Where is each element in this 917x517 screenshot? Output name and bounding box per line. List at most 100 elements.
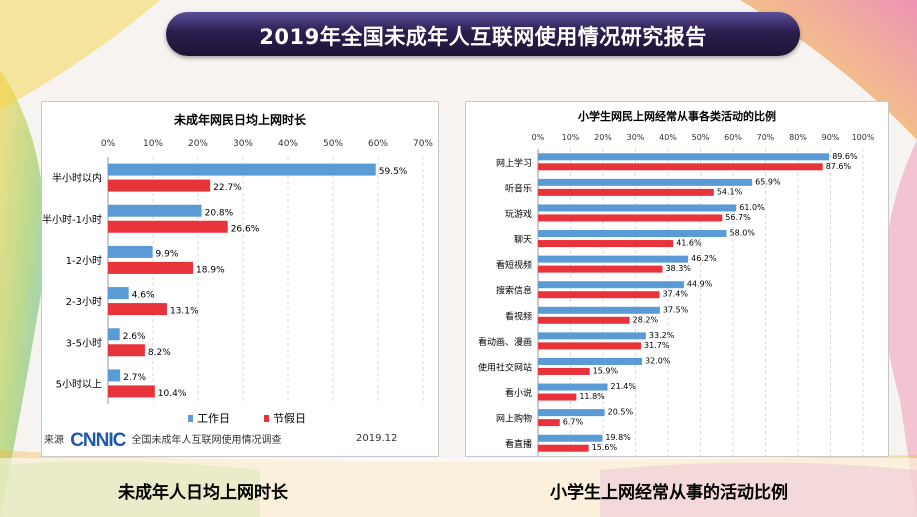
legend-swatch (188, 415, 193, 422)
tick-label: 80% (789, 133, 807, 142)
data-label: 41.6% (676, 239, 702, 248)
chart-pupil-activities: 小学生网民上网经常从事各类活动的比例 0% 10% 20% 30% 40% 50% 60% 70… (478, 109, 875, 456)
bar-series2 (538, 393, 577, 401)
source-date: 2019.12 (356, 433, 398, 444)
data-label: 19.8% (605, 433, 631, 442)
data-label: 31.7% (644, 341, 670, 350)
data-label: 2.7% (123, 373, 146, 383)
source-line: 来源 CNNIC 全国未成年人互联网使用情况调查 2019.12 (44, 430, 397, 452)
tick-label: 60% (368, 139, 388, 149)
cnnic-logo: CNNIC (70, 430, 126, 451)
bar-series1 (108, 328, 120, 341)
category-label: 1-2小时 (66, 255, 102, 267)
bar-series1 (538, 409, 605, 417)
legend-label: 节假日 (273, 411, 306, 425)
bar-series1 (538, 178, 753, 186)
tick-label: 40% (659, 133, 677, 142)
category-label: 看直播 (505, 438, 532, 450)
bar-series2 (538, 419, 560, 427)
category-label: 看视频 (505, 310, 532, 322)
data-label: 8.2% (148, 348, 171, 358)
source-text: 全国未成年人互联网使用情况调查 (131, 435, 282, 446)
category-label: 半小时-1小时 (42, 213, 102, 226)
data-label: 89.6% (832, 152, 858, 161)
data-label: 37.4% (663, 290, 689, 299)
category-label: 3-5小时 (66, 337, 102, 349)
tick-label: 70% (413, 139, 433, 149)
tick-label: 10% (143, 139, 163, 149)
tick-label: 70% (757, 133, 775, 142)
caption-left: 未成年人日均上网时长 (118, 483, 288, 503)
bar-series1 (108, 287, 129, 300)
data-label: 22.7% (213, 183, 242, 193)
bar-series2 (108, 303, 167, 316)
category-label: 半小时以内 (52, 172, 102, 185)
tick-label: 30% (233, 139, 253, 149)
bar-series1 (538, 281, 684, 289)
category-label: 2-3小时 (66, 296, 102, 308)
bar-series2 (538, 291, 660, 299)
bar-series2 (538, 265, 663, 273)
bar-series2 (538, 163, 823, 171)
bar-series1 (538, 357, 642, 365)
category-label: 看小说 (505, 387, 532, 399)
title-banner: 2019年全国未成年人互联网使用情况研究报告 (166, 12, 800, 56)
data-label: 4.6% (132, 291, 155, 301)
category-label: 聊天 (514, 234, 532, 246)
tick-label: 30% (627, 133, 645, 142)
bar-series2 (538, 188, 714, 196)
data-label: 33.2% (649, 331, 675, 340)
tick-label: 50% (692, 133, 710, 142)
bar-series1 (108, 245, 153, 258)
category-label: 网上购物 (496, 413, 532, 425)
legend-swatch (264, 415, 269, 422)
bar-series2 (538, 444, 589, 452)
data-label: 10.4% (158, 389, 187, 399)
bar-series2 (108, 220, 228, 233)
bar-series1 (538, 332, 646, 340)
data-label: 54.1% (717, 187, 743, 196)
bar-series2 (538, 240, 674, 248)
bar-series1 (538, 434, 603, 442)
data-label: 46.2% (691, 254, 717, 263)
data-label: 13.1% (170, 307, 199, 317)
data-label: 32.0% (645, 356, 671, 365)
chart-panel-right: 小学生网民上网经常从事各类活动的比例 0% 10% 20% 30% 40% 50% 60% 70… (465, 101, 889, 457)
category-label: 听音乐 (505, 182, 532, 194)
bar-series1 (538, 230, 727, 238)
tick-label: 20% (188, 139, 208, 149)
tick-label: 100% (852, 133, 875, 142)
bar-series1 (538, 306, 660, 314)
data-label: 38.3% (665, 264, 691, 273)
bar-series1 (538, 255, 689, 263)
data-label: 37.5% (663, 305, 689, 314)
category-label: 使用社交网站 (478, 361, 532, 373)
data-label: 15.9% (593, 366, 619, 375)
data-label: 6.7% (563, 418, 584, 427)
bar-series2 (538, 316, 630, 324)
legend-label: 工作日 (197, 412, 230, 425)
data-label: 26.6% (231, 224, 260, 234)
caption-right: 小学生上网经常从事的活动比例 (550, 483, 788, 503)
tick-label: 50% (323, 139, 343, 149)
data-label: 18.9% (196, 265, 225, 275)
tick-label: 60% (724, 133, 742, 142)
data-label: 11.8% (579, 392, 605, 401)
data-label: 65.9% (755, 177, 781, 186)
data-label: 61.0% (739, 203, 765, 212)
data-label: 9.9% (156, 249, 179, 259)
data-label: 2.6% (123, 332, 146, 342)
data-label: 87.6% (826, 162, 852, 171)
tick-label: 0% (101, 139, 116, 149)
data-label: 20.5% (608, 408, 634, 417)
tick-label: 40% (278, 139, 298, 149)
bar-series1 (538, 153, 830, 161)
bar-series2 (538, 342, 642, 350)
tick-label: 90% (822, 133, 840, 142)
chart-title: 小学生网民上网经常从事各类活动的比例 (577, 109, 776, 123)
category-label: 看动画、漫画 (478, 336, 532, 348)
category-label: 看短视频 (496, 259, 532, 271)
bar-series1 (538, 204, 737, 212)
category-label: 5小时以上 (56, 378, 102, 390)
bar-series2 (108, 179, 211, 192)
